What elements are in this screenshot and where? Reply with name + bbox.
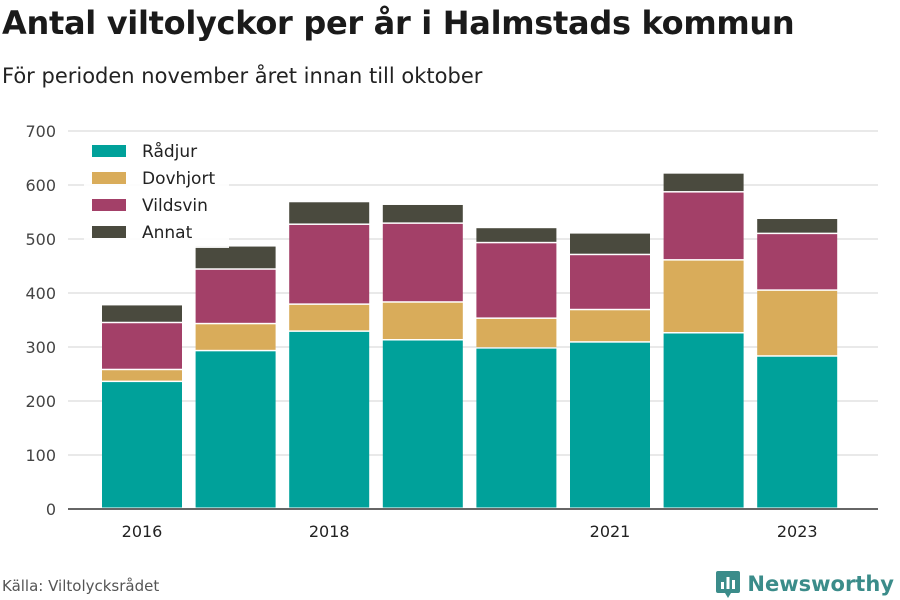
bar-segment — [757, 356, 838, 508]
bar-segment — [195, 324, 276, 350]
bar-segment — [195, 269, 276, 323]
bar-segment — [382, 302, 463, 340]
bar-segment — [102, 382, 182, 508]
chart-subtitle: För perioden november året innan till ok… — [2, 64, 483, 88]
bar-segment — [663, 173, 744, 192]
bar-segment — [382, 340, 463, 508]
bar-segment — [102, 323, 182, 369]
bar-segment — [570, 310, 650, 342]
bar-segment — [289, 202, 370, 224]
bar-segment — [757, 290, 838, 356]
bar-segment — [570, 255, 650, 309]
bar-segment — [382, 204, 463, 223]
y-tick-label: 0 — [46, 500, 56, 519]
legend-swatch — [92, 172, 126, 184]
y-tick-label: 300 — [25, 338, 56, 357]
y-tick-label: 500 — [25, 230, 56, 249]
bar-segment — [570, 233, 650, 254]
x-tick-label: 2021 — [590, 522, 631, 541]
y-tick-label: 700 — [25, 122, 56, 141]
y-tick-label: 200 — [25, 392, 56, 411]
x-tick-label: 2018 — [309, 522, 350, 541]
brand-logo: Newsworthy — [715, 569, 894, 599]
bar-segment — [102, 305, 182, 322]
x-tick-label: 2023 — [777, 522, 818, 541]
bar-segment — [663, 260, 744, 332]
bar-segment — [476, 243, 557, 318]
legend-label: Dovhjort — [142, 169, 215, 189]
legend-swatch — [92, 226, 126, 238]
bar-segment — [289, 304, 370, 331]
y-tick-label: 400 — [25, 284, 56, 303]
legend-swatch — [92, 145, 126, 157]
bar-segment — [757, 219, 838, 233]
source-note: Källa: Viltolycksrådet — [2, 577, 160, 595]
y-tick-label: 600 — [25, 176, 56, 195]
x-tick-label: 2016 — [122, 522, 163, 541]
stacked-bar-chart: 0 100 200 300 400 500 600 700 2016 2018 2021 2023 Rå… — [25, 122, 878, 541]
bar-segment — [663, 192, 744, 260]
bar-segment — [102, 370, 182, 381]
bar-segment — [476, 348, 557, 508]
bar-segment — [289, 331, 370, 508]
bar-segment — [289, 224, 370, 304]
y-tick-label: 100 — [25, 446, 56, 465]
brand-name: Newsworthy — [747, 572, 894, 596]
legend-label: Rådjur — [142, 141, 197, 162]
bar-segment — [476, 228, 557, 242]
chart-title: Antal viltolyckor per år i Halmstads kom… — [2, 4, 795, 42]
legend-swatch — [92, 199, 126, 211]
bar-segment — [195, 351, 276, 508]
legend-label: Annat — [142, 223, 193, 243]
bar-segment — [195, 246, 276, 269]
bar-segment — [757, 234, 838, 290]
legend-label: Vildsvin — [142, 196, 208, 216]
bar-segment — [663, 333, 744, 508]
bar-segment — [476, 318, 557, 348]
bar-segment — [382, 223, 463, 302]
bar-segment — [570, 342, 650, 508]
chart-logo-icon — [716, 571, 741, 598]
